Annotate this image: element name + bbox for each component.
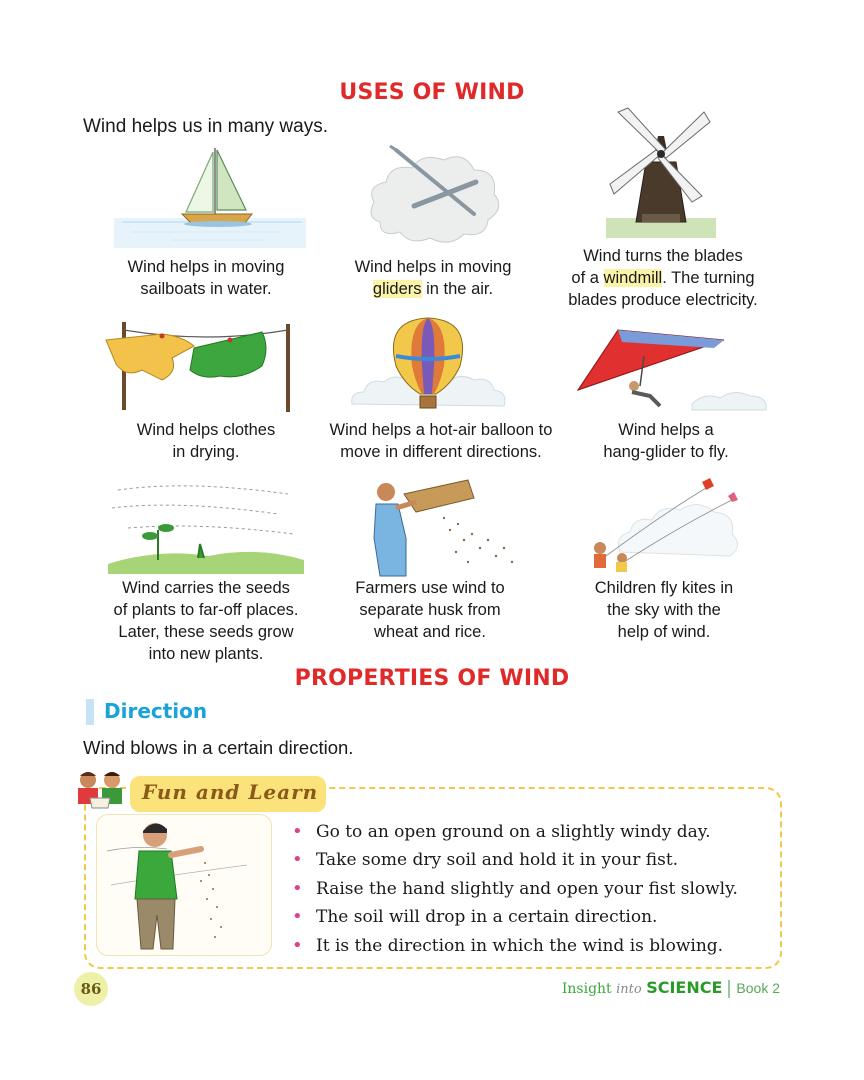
hot-air-balloon-icon (351, 317, 506, 409)
caption-text: in the air. (421, 280, 494, 298)
kite-icon (594, 478, 738, 572)
caption-windmill: Wind turns the blades of a windmill. The… (550, 245, 776, 311)
caption-line: Children fly kites in (594, 579, 734, 597)
sailboat-icon (114, 148, 306, 248)
caption-hang-glider: Wind helps a hang-glider to fly. (566, 419, 766, 463)
step-text: It is the direction in which the wind is… (316, 935, 724, 956)
caption-line: of a windmill. The turning (550, 267, 776, 289)
fun-and-learn-box (84, 787, 782, 969)
caption-text: of a (571, 269, 604, 287)
caption-line: Wind carries the seeds (122, 579, 290, 597)
caption-balloon: Wind helps a hot-air balloon to move in … (312, 419, 570, 463)
footer-divider (728, 980, 731, 998)
step-text: The soil will drop in a certain directio… (316, 907, 658, 928)
caption-line: wheat and rice. (374, 623, 486, 641)
intro-text: Wind helps us in many ways. (83, 116, 328, 137)
bullet-icon: • (292, 849, 303, 871)
footer-book: Book 2 (736, 980, 780, 996)
section-marker (86, 699, 94, 725)
seedling-icon (108, 485, 304, 574)
kids-reading-icon (78, 772, 122, 809)
caption-line: Wind helps in moving (127, 258, 285, 276)
caption-line: Wind helps in moving (354, 258, 512, 276)
page-title: USES OF WIND (339, 80, 525, 105)
hang-glider-icon (576, 329, 767, 411)
section-title-properties: PROPERTIES OF WIND (294, 666, 570, 691)
caption-line: Wind helps a hot-air balloon to (329, 421, 553, 439)
windmill-icon (606, 107, 716, 238)
glider-icon (370, 144, 500, 243)
bullet-icon: • (292, 934, 303, 956)
direction-text: Wind blows in a certain direction. (83, 737, 354, 758)
bullet-icon: • (292, 877, 303, 899)
page-number: 86 (74, 972, 108, 1006)
farmer-winnowing-icon (373, 479, 514, 577)
caption-text: . The turning (662, 269, 755, 287)
caption-farmers: Farmers use wind to separate husk from w… (330, 577, 530, 643)
footer-science: SCIENCE (646, 978, 723, 997)
footer-book-title: Insight into SCIENCE Book 2 (562, 978, 780, 998)
caption-line: hang-glider to fly. (603, 443, 729, 461)
fun-and-learn-tab (130, 776, 326, 812)
caption-seeds: Wind carries the seeds of plants to far-… (100, 577, 312, 665)
bullet-icon: • (292, 821, 303, 842)
highlight-gliders: gliders (372, 280, 422, 298)
caption-line: Wind helps a (618, 421, 714, 439)
fun-and-learn-label: Fun and Learn (142, 780, 319, 804)
boy-dropping-soil-picture (96, 814, 272, 956)
highlight-windmill: windmill (603, 269, 663, 287)
caption-line: separate husk from (359, 601, 501, 619)
step-text: Raise the hand slightly and open your fi… (316, 878, 738, 899)
caption-line: Later, these seeds grow (118, 623, 294, 641)
list-item: • Go to an open ground on a slightly wind… (290, 818, 738, 846)
caption-line: Wind helps clothes (136, 421, 276, 439)
caption-line: in drying. (172, 443, 240, 461)
caption-line: of plants to far-off places. (113, 601, 299, 619)
step-text: Go to an open ground on a slightly windy… (316, 822, 711, 842)
caption-line: sailboats in water. (140, 280, 272, 298)
list-item: • The soil will drop in a certain directi… (290, 903, 738, 931)
caption-kites: Children fly kites in the sky with the h… (564, 577, 764, 643)
footer-into: into (616, 982, 642, 997)
caption-sailboats: Wind helps in moving sailboats in water. (106, 256, 306, 300)
bullet-icon: • (292, 906, 303, 928)
caption-line: into new plants. (148, 645, 264, 663)
caption-clothes: Wind helps clothes in drying. (106, 419, 306, 463)
caption-gliders: Wind helps in moving gliders in the air. (333, 256, 533, 300)
fun-and-learn-steps: • Go to an open ground on a slightly wind… (290, 818, 738, 960)
boy-icon (106, 823, 248, 950)
clothesline-icon (105, 322, 290, 412)
caption-line: gliders in the air. (333, 278, 533, 300)
caption-line: help of wind. (617, 623, 711, 641)
footer-insight: Insight (561, 981, 612, 997)
list-item: • Raise the hand slightly and open your f… (290, 875, 738, 903)
caption-line: move in different directions. (340, 443, 542, 461)
caption-line: Farmers use wind to (355, 579, 505, 597)
list-item: • It is the direction in which the wind i… (290, 932, 738, 960)
caption-line: the sky with the (607, 601, 721, 619)
step-text: Take some dry soil and hold it in your f… (316, 850, 679, 871)
list-item: • Take some dry soil and hold it in your … (290, 846, 738, 874)
subsection-title-direction: Direction (104, 699, 208, 723)
caption-line: Wind turns the blades (583, 247, 743, 265)
caption-line: blades produce electricity. (568, 291, 758, 309)
